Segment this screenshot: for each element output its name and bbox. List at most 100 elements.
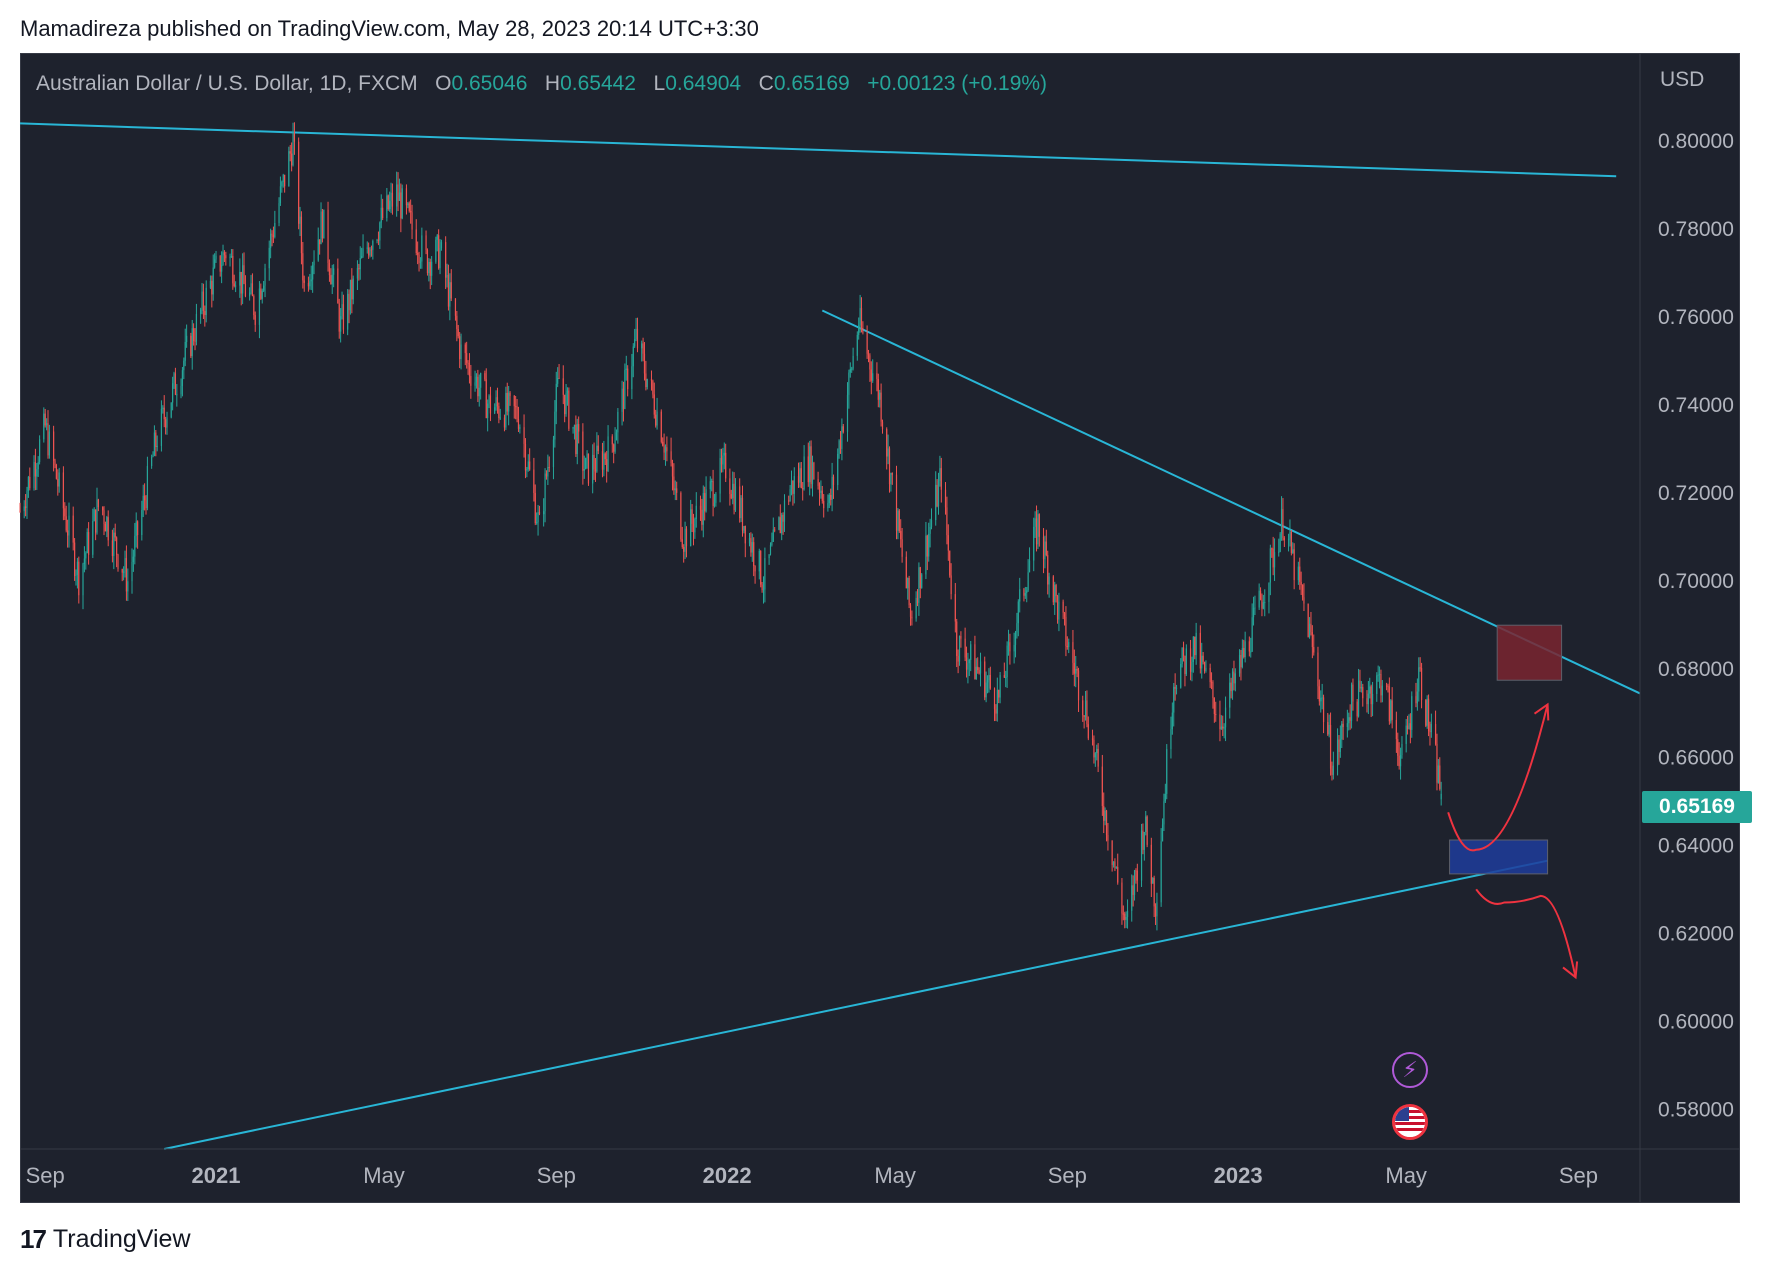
candle-body bbox=[330, 275, 332, 285]
candle-body bbox=[321, 211, 324, 239]
candle-body bbox=[1136, 870, 1138, 881]
candle-body bbox=[391, 192, 394, 207]
candle-body bbox=[95, 509, 97, 533]
candle-body bbox=[594, 469, 597, 472]
candle-body bbox=[1418, 667, 1420, 692]
candle-body bbox=[509, 392, 511, 396]
candle-body bbox=[1131, 885, 1133, 911]
candle-body bbox=[1066, 645, 1068, 648]
candle-body bbox=[642, 343, 644, 354]
candle-body bbox=[877, 379, 879, 400]
candle-body bbox=[1415, 696, 1417, 704]
candle-body bbox=[1153, 877, 1155, 907]
candle-body bbox=[936, 484, 938, 507]
lightning-icon[interactable]: ⚡ bbox=[1392, 1052, 1428, 1088]
candle-body bbox=[184, 342, 186, 361]
candle-body bbox=[181, 370, 184, 387]
candle-body bbox=[1381, 685, 1383, 696]
candle-body bbox=[368, 247, 370, 256]
footer-brand[interactable]: 17 TradingView bbox=[20, 1224, 191, 1255]
projection-path[interactable] bbox=[1447, 704, 1549, 852]
candle-body bbox=[597, 445, 599, 452]
candle-body bbox=[1322, 697, 1325, 723]
candle-body bbox=[1356, 701, 1358, 717]
candle-body bbox=[670, 451, 672, 463]
candle-body bbox=[1327, 722, 1329, 735]
candle-body bbox=[249, 292, 251, 297]
candle-body bbox=[1125, 916, 1127, 920]
candle-body bbox=[1006, 645, 1008, 678]
candle-body bbox=[124, 558, 126, 572]
candle-body bbox=[426, 250, 429, 274]
candle-body bbox=[582, 431, 584, 471]
candle-body bbox=[694, 518, 696, 533]
candle-body bbox=[1259, 590, 1262, 600]
candle-body bbox=[264, 268, 266, 286]
candle-body bbox=[1007, 642, 1010, 646]
candle-body bbox=[998, 689, 1000, 698]
price-tick-label: 0.78000 bbox=[1658, 218, 1734, 241]
time-tick-label: Sep bbox=[26, 1163, 65, 1188]
candle-body bbox=[1317, 652, 1319, 687]
candle-body bbox=[817, 478, 819, 486]
candle-body bbox=[929, 526, 931, 534]
candle-body bbox=[573, 424, 576, 427]
candle-body bbox=[156, 445, 158, 448]
candle-body bbox=[1388, 686, 1390, 722]
candle-body bbox=[214, 259, 216, 268]
candle-body bbox=[685, 528, 688, 547]
candle-body bbox=[1264, 602, 1266, 604]
candle-body bbox=[489, 395, 492, 414]
candle-body bbox=[771, 541, 773, 546]
candle-body bbox=[1163, 801, 1165, 825]
candle-body bbox=[650, 378, 653, 381]
candle-body bbox=[1360, 687, 1362, 689]
arrow-head-icon bbox=[1562, 961, 1579, 980]
sell-zone[interactable] bbox=[1496, 624, 1563, 681]
projection-path[interactable] bbox=[1475, 888, 1577, 978]
candle-body bbox=[1115, 867, 1117, 869]
candle-body bbox=[450, 282, 452, 299]
candle-body bbox=[575, 424, 577, 455]
candle-body bbox=[428, 261, 430, 274]
trendline[interactable] bbox=[19, 122, 1617, 178]
candle-body bbox=[1416, 691, 1418, 704]
candle-body bbox=[1013, 644, 1015, 652]
candle-body bbox=[852, 355, 854, 369]
candle-body bbox=[1370, 686, 1372, 705]
candle-body bbox=[869, 355, 871, 370]
candle-body bbox=[989, 674, 991, 689]
candle-body bbox=[1182, 647, 1185, 656]
price-tick-label: 0.70000 bbox=[1658, 570, 1734, 593]
candle-body bbox=[984, 661, 986, 698]
candle-body bbox=[554, 411, 556, 440]
candle-body bbox=[351, 279, 353, 300]
low-label: L bbox=[653, 72, 666, 95]
last-price-badge: 0.65169 bbox=[1642, 791, 1752, 823]
candle-body bbox=[1047, 555, 1049, 585]
candle-body bbox=[293, 133, 296, 142]
candle-body bbox=[996, 689, 998, 714]
candle-body bbox=[1248, 641, 1250, 652]
candle-body bbox=[1205, 667, 1207, 672]
currency-label[interactable]: USD bbox=[1660, 68, 1705, 91]
candle-body bbox=[750, 538, 752, 553]
candle-body bbox=[201, 291, 203, 310]
us-flag-icon[interactable] bbox=[1392, 1104, 1428, 1140]
candle-body bbox=[881, 421, 884, 430]
buy-zone[interactable] bbox=[1449, 839, 1549, 875]
candle-body bbox=[1063, 612, 1066, 617]
candle-body bbox=[400, 192, 402, 219]
candle-body bbox=[209, 280, 212, 288]
candle-body bbox=[977, 666, 979, 671]
candle-body bbox=[886, 429, 888, 457]
time-tick-label: 2021 bbox=[192, 1163, 241, 1188]
candle-body bbox=[1310, 623, 1312, 633]
candle-body bbox=[999, 675, 1001, 698]
candle-body bbox=[691, 509, 693, 524]
candle-body bbox=[1406, 725, 1409, 730]
candle-body bbox=[72, 515, 74, 543]
trendline[interactable] bbox=[164, 859, 1548, 1150]
candle-body bbox=[222, 252, 224, 266]
